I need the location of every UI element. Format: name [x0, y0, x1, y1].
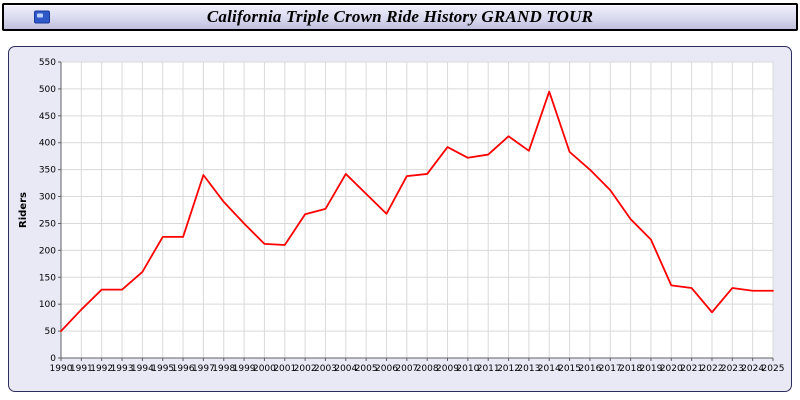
- x-tick-label: 1991: [70, 364, 93, 374]
- x-tick-label: 1996: [172, 364, 195, 374]
- x-tick-label: 1997: [192, 364, 215, 374]
- title-bar: California Triple Crown Ride History GRA…: [2, 3, 798, 31]
- y-tick-label: 400: [39, 139, 56, 149]
- ride-history-line-chart: 0501001502002503003504004505005501990199…: [18, 58, 785, 374]
- x-tick-label: 1994: [131, 364, 154, 374]
- y-axis-label: Riders: [18, 192, 29, 228]
- x-tick-label: 2017: [599, 364, 622, 374]
- x-tick-label: 2007: [395, 364, 418, 374]
- y-tick-label: 500: [39, 85, 56, 95]
- x-tick-label: 2008: [416, 364, 439, 374]
- x-tick-label: 2010: [456, 364, 479, 374]
- x-tick-label: 2001: [273, 364, 296, 374]
- x-tick-label: 2004: [334, 364, 357, 374]
- y-tick-label: 100: [39, 300, 56, 310]
- y-tick-label: 350: [39, 166, 56, 176]
- x-tick-label: 2015: [558, 364, 581, 374]
- x-tick-label: 2019: [639, 364, 662, 374]
- y-tick-label: 0: [50, 354, 56, 364]
- x-tick-label: 2002: [294, 364, 317, 374]
- x-tick-label: 2016: [578, 364, 601, 374]
- x-tick-label: 1999: [233, 364, 256, 374]
- y-tick-label: 300: [39, 193, 56, 203]
- y-tick-label: 450: [39, 112, 56, 122]
- chart-panel: 0 50 100 150 200 250 300 350 400 450 500 550 1990 199…: [8, 46, 792, 392]
- x-tick-label: 2009: [436, 364, 459, 374]
- x-tick-label: 2023: [721, 364, 744, 374]
- x-tick-label: 2012: [497, 364, 520, 374]
- y-tick-label: 50: [45, 327, 57, 337]
- y-tick-label: 250: [39, 219, 56, 229]
- x-tick-label: 2018: [619, 364, 642, 374]
- x-tick-label: 2003: [314, 364, 337, 374]
- x-tick-label: 2024: [741, 364, 764, 374]
- title-bar-icon: [34, 10, 50, 24]
- x-tick-label: 1990: [50, 364, 73, 374]
- page-title: California Triple Crown Ride History GRA…: [206, 7, 594, 26]
- x-tick-label: 1992: [90, 364, 113, 374]
- x-tick-label: 2014: [538, 364, 561, 374]
- y-tick-label: 200: [39, 246, 56, 256]
- x-tick-label: 2025: [762, 364, 785, 374]
- y-tick-label: 150: [39, 273, 56, 283]
- x-tick-label: 1998: [212, 364, 235, 374]
- y-tick-label: 550: [39, 58, 56, 68]
- x-tick-label: 2005: [355, 364, 378, 374]
- x-tick-label: 2006: [375, 364, 398, 374]
- x-tick-label: 2022: [701, 364, 724, 374]
- riders-line-series: [60, 90, 774, 332]
- x-tick-label: 1995: [151, 364, 174, 374]
- x-tick-label: 2013: [517, 364, 540, 374]
- x-tick-label: 1993: [111, 364, 134, 374]
- x-tick-label: 2020: [660, 364, 683, 374]
- plot-area: [60, 61, 774, 359]
- x-tick-label: 2000: [253, 364, 276, 374]
- x-tick-label: 2021: [680, 364, 703, 374]
- x-tick-label: 2011: [477, 364, 500, 374]
